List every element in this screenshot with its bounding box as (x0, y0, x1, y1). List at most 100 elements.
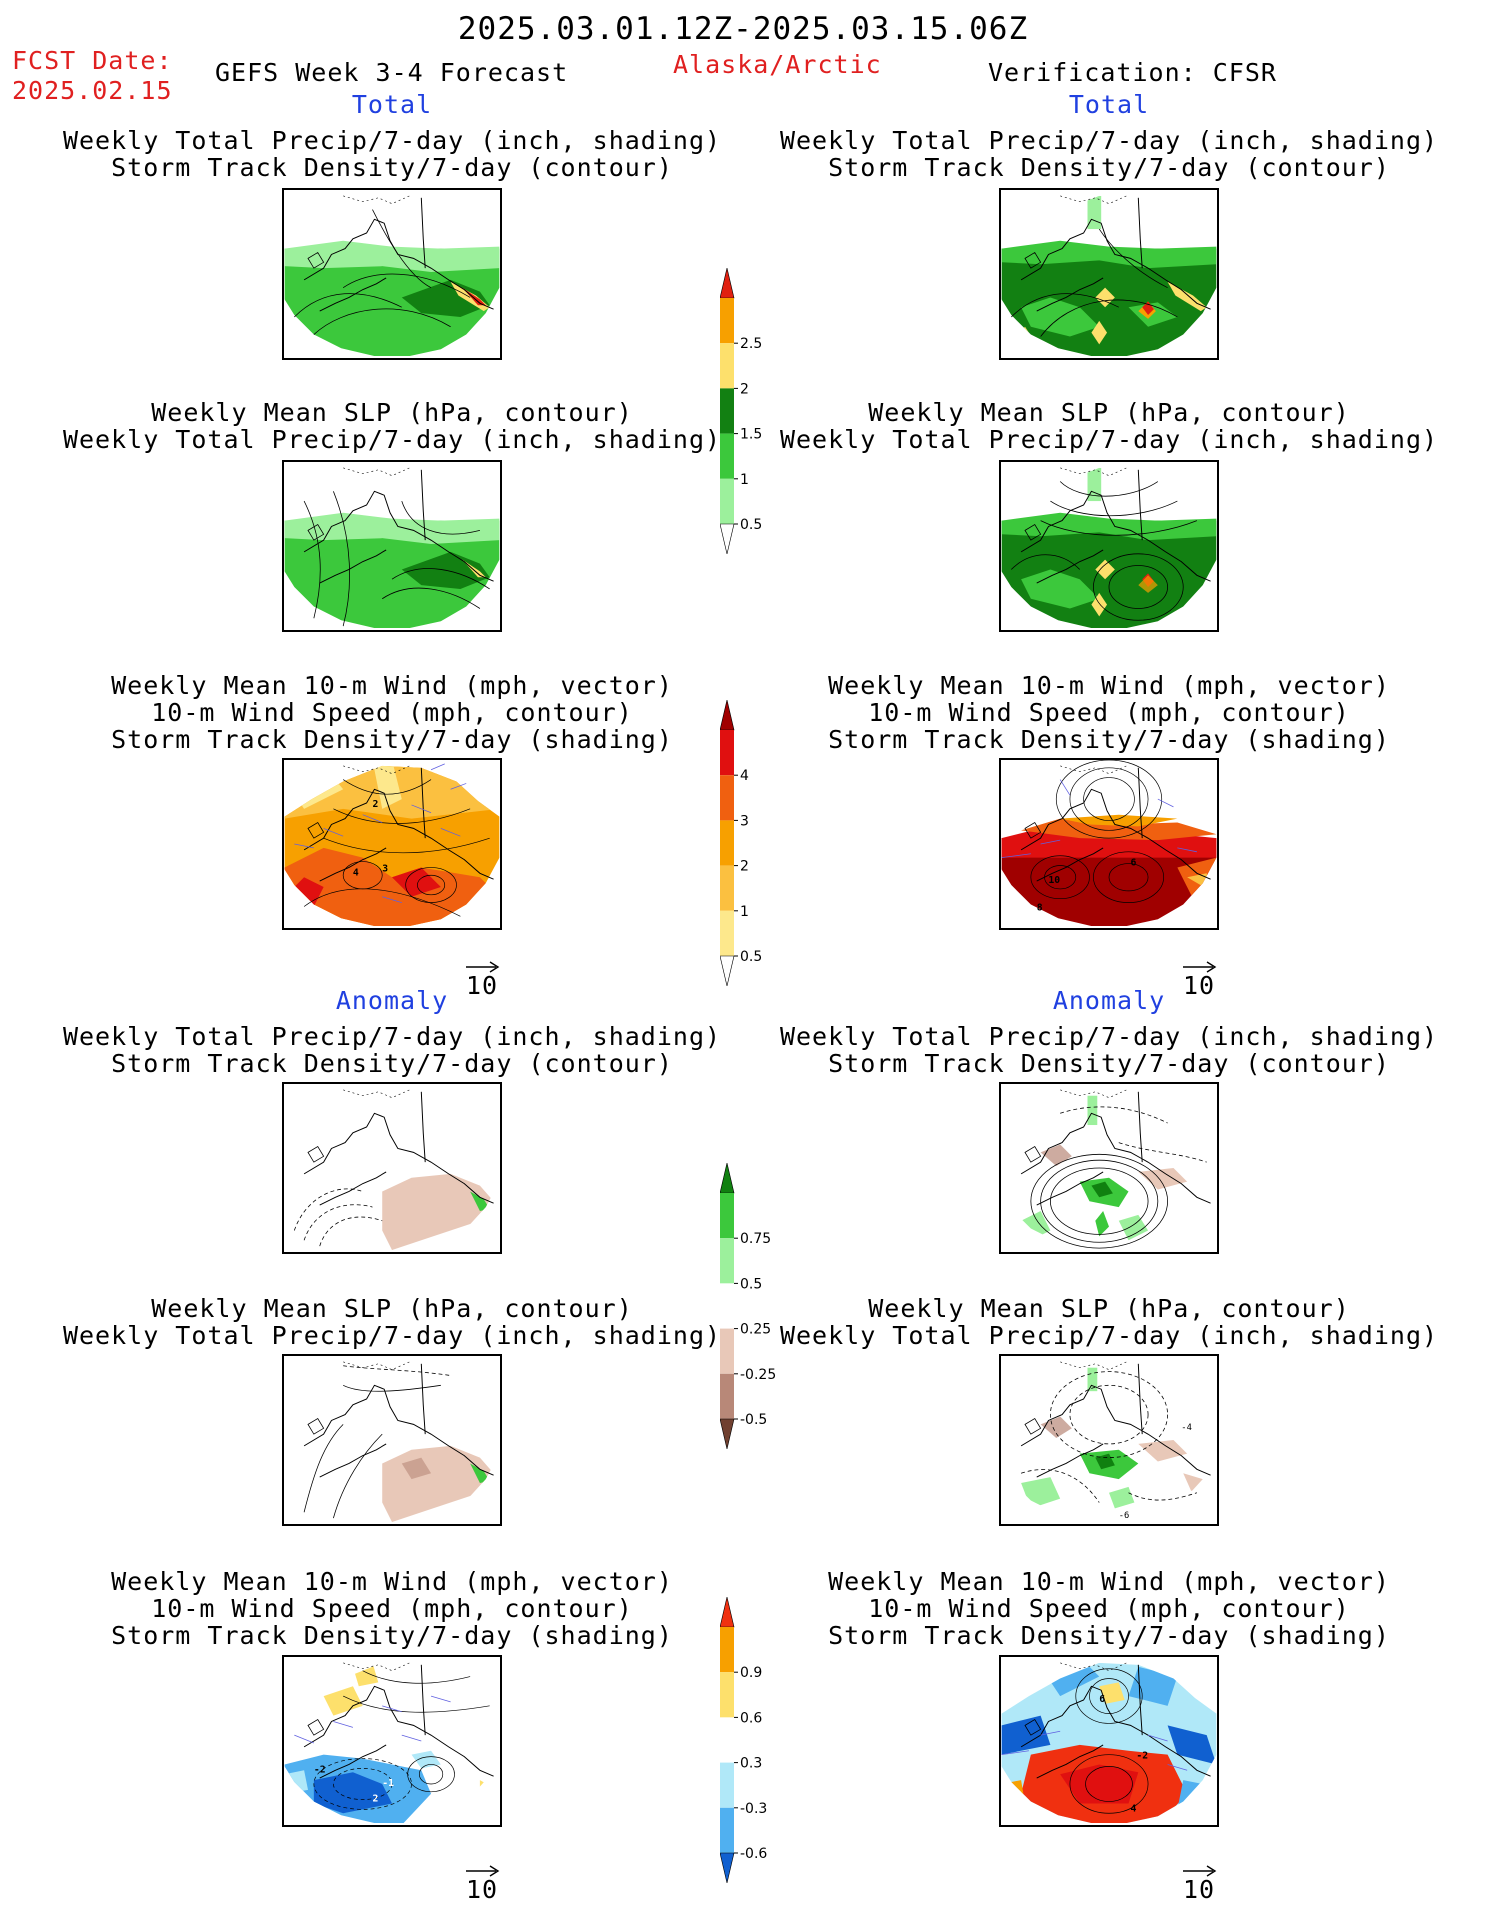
colorbar-svg: 0.750.50.25-0.25-0.5-0.75 (719, 1162, 776, 1473)
vector-reference-label: 10 (466, 971, 499, 1000)
colorbar-swatch (720, 1627, 734, 1673)
colorbar-swatch (720, 820, 734, 866)
map-wind-storm-forecast: 2 4 3 (282, 758, 502, 930)
panel-title-line2: 10-m Wind Speed (mph, contour) (151, 1594, 633, 1623)
colorbar-swatch (720, 1193, 734, 1239)
panel-title-line1: Weekly Mean 10-m Wind (mph, vector) (111, 1567, 673, 1596)
panel-title-line1: Weekly Mean SLP (hPa, contour) (868, 398, 1350, 427)
panel-title-line2: Weekly Total Precip/7-day (inch, shading… (62, 1321, 722, 1350)
colorbar-precip-anomaly: 0.750.50.25-0.25-0.5-0.75 (719, 1162, 820, 1473)
colorbar-swatch (720, 298, 734, 344)
colorbar-swatch (720, 910, 734, 956)
panel-title-line1: Weekly Total Precip/7-day (inch, shading… (779, 126, 1439, 155)
panel-title-line1: Weekly Mean SLP (hPa, contour) (868, 1294, 1350, 1323)
contour-label: 10 (1048, 875, 1060, 886)
contour-label: -6 (1119, 1511, 1130, 1521)
vector-reference-label: 10 (466, 1875, 499, 1904)
vector-reference-arrow (1183, 958, 1219, 977)
colorbar-swatch (720, 1762, 734, 1808)
contour-label: -1 (382, 1778, 394, 1789)
verification-title: Verification: CFSR (988, 58, 1277, 87)
colorbar-swatch (720, 433, 734, 479)
colorbar-swatch (720, 775, 734, 821)
panel-title-line1: Weekly Total Precip/7-day (inch, shading… (779, 1022, 1439, 1051)
colorbar-swatch (720, 1717, 734, 1763)
vector-reference-label: 10 (1183, 971, 1216, 1000)
colorbar-svg: 2.521.510.50.25 (719, 267, 771, 578)
colorbar-swatch (719, 699, 735, 731)
map-slp-precip-anomaly-forecast (282, 1354, 502, 1526)
colorbar-label: 1.5 (740, 427, 762, 443)
panel-title-line1: Weekly Mean 10-m Wind (mph, vector) (828, 671, 1390, 700)
colorbar-storm-anomaly: 0.90.60.3-0.3-0.6-0.9 (719, 1596, 820, 1907)
map-wind-storm-verification: 10 6 8 (999, 758, 1219, 930)
colorbar-label: 4 (740, 768, 749, 784)
vector-reference-label: 10 (1183, 1875, 1216, 1904)
map-precip-storm-anomaly-forecast (282, 1082, 502, 1254)
colorbar-label: 0.25 (740, 1322, 771, 1338)
map-slp-precip-forecast (282, 460, 502, 632)
date-range-title: 2025.03.01.12Z-2025.03.15.06Z (457, 11, 1029, 47)
colorbar-swatch (720, 1672, 734, 1718)
forecast-title: GEFS Week 3-4 Forecast (215, 58, 569, 87)
vector-reference-arrow (466, 1862, 502, 1881)
colorbar-swatch (719, 1596, 735, 1628)
map-wind-storm-anomaly-forecast: -1 -2 2 (282, 1655, 502, 1827)
colorbar-label: -0.25 (740, 1367, 776, 1383)
map-precip-storm-verification (999, 188, 1219, 360)
map-slp-precip-anomaly-verification: -4 -6 (999, 1354, 1219, 1526)
colorbar-label: 0.6 (740, 1710, 762, 1726)
colorbar-label: 0.9 (740, 1665, 762, 1681)
colorbar-swatch (719, 267, 735, 299)
colorbar-precip-total: 2.521.510.50.25 (719, 267, 820, 578)
colorbar-label: 0.75 (740, 1231, 771, 1247)
panel-title-line2: Storm Track Density/7-day (contour) (828, 1049, 1390, 1078)
colorbar-swatch (720, 1283, 734, 1329)
panel-title-line2: 10-m Wind Speed (mph, contour) (868, 698, 1350, 727)
map-wind-storm-anomaly-verification: -2 4 6 (999, 1655, 1219, 1827)
contour-label: 2 (372, 1794, 378, 1805)
panel-title-line2: Weekly Total Precip/7-day (inch, shading… (779, 1321, 1439, 1350)
vector-reference-arrow (466, 958, 502, 977)
panel-title-line1: Weekly Total Precip/7-day (inch, shading… (62, 126, 722, 155)
colorbar-label: 2 (740, 859, 749, 875)
panel-title-line2: Weekly Total Precip/7-day (inch, shading… (779, 425, 1439, 454)
contour-label: 6 (1099, 1694, 1105, 1705)
panel-title-line3: Storm Track Density/7-day (shading) (111, 1621, 673, 1650)
contour-label: 8 (1037, 902, 1043, 913)
fcst-date-value: 2025.02.15 (12, 76, 173, 105)
region-title: Alaska/Arctic (673, 50, 882, 79)
colorbar-label: 0.5 (740, 1276, 762, 1292)
panel-title-line1: Weekly Mean 10-m Wind (mph, vector) (111, 671, 673, 700)
colorbar-swatch (720, 730, 734, 776)
vector-reference-arrow (1183, 1862, 1219, 1881)
colorbar-label: 1 (740, 472, 749, 488)
section-total-left: Total (351, 90, 433, 119)
contour-label: 4 (1130, 1803, 1136, 1814)
colorbar-swatch (719, 1418, 735, 1450)
colorbar-swatch (719, 1162, 735, 1194)
colorbar-swatch (720, 1807, 734, 1853)
colorbar-svg: 0.90.60.3-0.3-0.6-0.9 (719, 1596, 767, 1907)
panel-title-line3: Storm Track Density/7-day (shading) (111, 725, 673, 754)
colorbar-label: -0.5 (740, 1412, 767, 1428)
contour-label: -2 (314, 1764, 326, 1775)
fcst-date-label: FCST Date: (12, 46, 173, 75)
colorbar-label: -0.6 (740, 1846, 767, 1862)
panel-title-line2: 10-m Wind Speed (mph, contour) (868, 1594, 1350, 1623)
panel-title-line2: 10-m Wind Speed (mph, contour) (151, 698, 633, 727)
colorbar-label: 3 (740, 813, 749, 829)
section-total-right: Total (1068, 90, 1150, 119)
contour-label: 4 (353, 867, 359, 878)
contour-label: 6 (1130, 857, 1136, 868)
colorbar-label: 2 (740, 381, 749, 397)
panel-title-line1: Weekly Mean 10-m Wind (mph, vector) (828, 1567, 1390, 1596)
contour-label: -2 (1136, 1751, 1148, 1762)
colorbar-label: 1 (740, 904, 749, 920)
map-precip-storm-anomaly-verification (999, 1082, 1219, 1254)
panel-title-line1: Weekly Total Precip/7-day (inch, shading… (62, 1022, 722, 1051)
panel-title-line1: Weekly Mean SLP (hPa, contour) (151, 1294, 633, 1323)
colorbar-swatch (720, 478, 734, 524)
